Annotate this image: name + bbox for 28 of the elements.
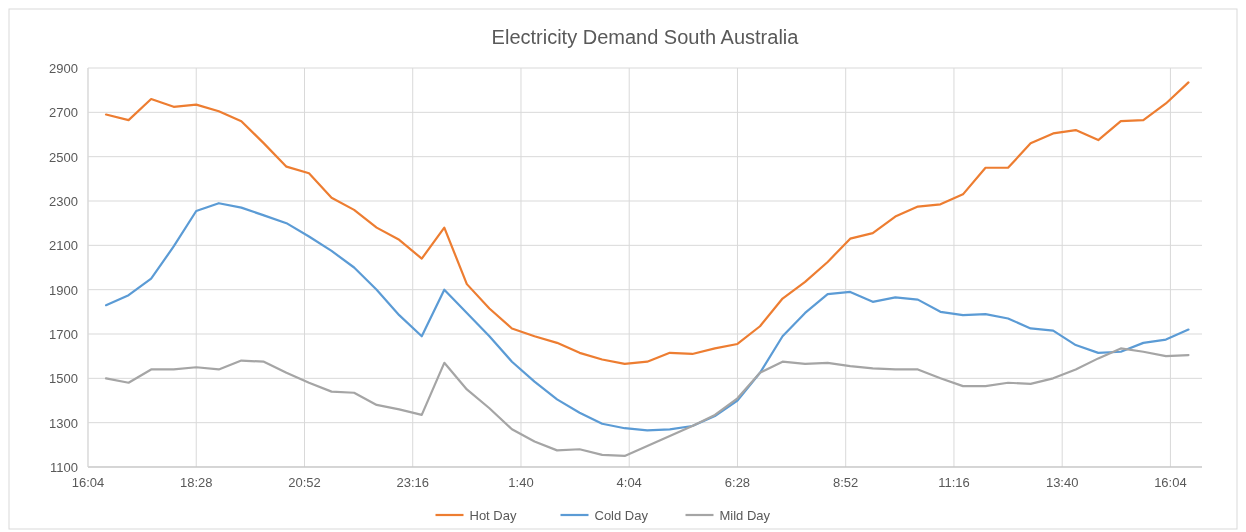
line-series: [104, 81, 1190, 366]
y-tick-label: 2900: [49, 61, 78, 76]
legend-label: Hot Day: [469, 508, 517, 523]
legend-label: Mild Day: [719, 508, 771, 523]
y-tick-label: 2500: [49, 149, 78, 165]
y-tick-label: 2700: [49, 105, 78, 121]
line-series: [104, 347, 1190, 458]
y-tick-label: 1900: [49, 282, 78, 298]
line-series: [104, 202, 1190, 432]
y-tick-label: 2300: [49, 194, 78, 209]
x-tick-label: 20:52: [288, 475, 321, 490]
x-tick-label: 8:52: [833, 475, 859, 490]
x-tick-label: 16:04: [71, 475, 105, 490]
x-tick-label: 18:28: [179, 475, 213, 490]
x-tick-label: 16:04: [1154, 475, 1187, 490]
x-tick-label: 1:40: [508, 475, 534, 490]
y-tick-label: 1300: [49, 415, 78, 431]
x-tick-label: 6:28: [724, 475, 751, 490]
x-tick-label: 4:04: [616, 475, 642, 490]
y-tick-label: 1100: [50, 460, 78, 475]
x-tick-label: 13:40: [1045, 475, 1079, 490]
x-tick-label: 11:16: [938, 475, 970, 490]
y-tick-label: 1700: [49, 327, 78, 342]
y-tick-label: 2100: [49, 238, 78, 254]
chart-title: Electricity Demand South Australia: [491, 26, 800, 48]
y-tick-label: 1500: [49, 371, 78, 387]
x-tick-label: 23:16: [396, 475, 429, 490]
legend-label: Cold Day: [594, 508, 649, 523]
